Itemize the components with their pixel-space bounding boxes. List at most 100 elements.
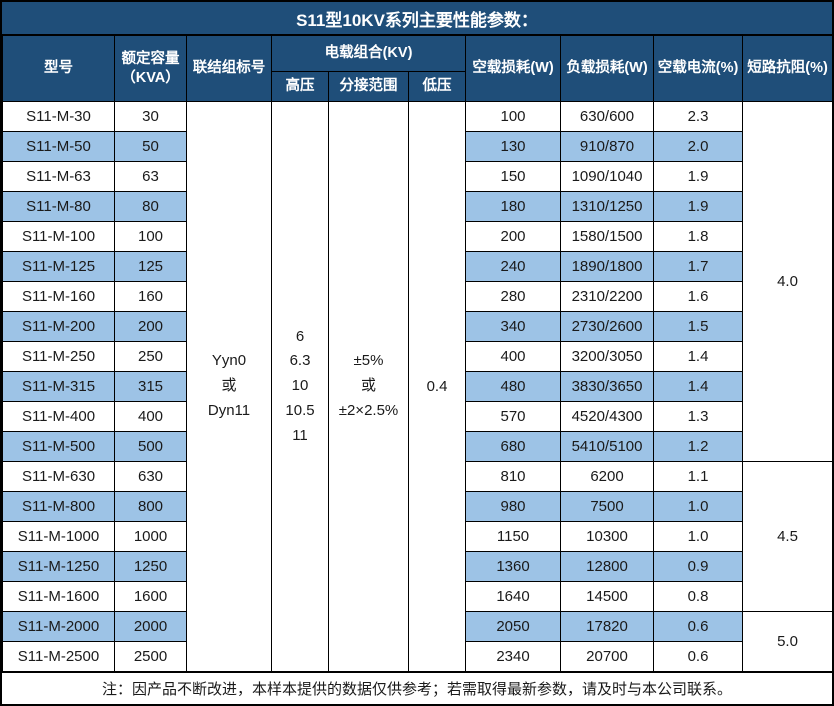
lv-cell: 0.4	[407, 101, 467, 672]
capacity-cell: 125	[114, 251, 187, 282]
no-load-current-cell: 1.4	[653, 371, 744, 402]
no-load-loss-cell: 240	[465, 251, 562, 282]
no-load-current-cell: 1.9	[653, 191, 744, 222]
col-header-hv: 高压	[271, 71, 329, 102]
col-header-combo-group: 电载组合(KV)	[270, 35, 467, 72]
load-loss-cell: 1310/1250	[560, 191, 655, 222]
model-cell: S11-M-160	[2, 281, 115, 312]
col-header-model: 型号	[2, 35, 115, 102]
table-row: S11-M-30 30 Yyn0 或 Dyn11 6 6.3 10 10.5 11 ±5…	[2, 101, 834, 672]
no-load-current-cell: 0.8	[653, 581, 744, 612]
col-header-tap-range: 分接范围	[328, 71, 409, 102]
table-row: S11-M-2000 2000 2050 17820 0.6 5.0	[2, 611, 834, 672]
table-row: S11-M-630 630 810 6200 1.1 4.5	[2, 461, 834, 612]
capacity-cell: 1600	[114, 581, 187, 612]
load-loss-cell: 14500	[560, 581, 655, 612]
capacity-cell: 160	[114, 281, 187, 312]
col-header-load-loss: 负载损耗(W)	[560, 35, 655, 102]
capacity-cell: 400	[114, 401, 187, 432]
no-load-loss-cell: 2340	[465, 641, 562, 672]
table-row: S11-M-50 50 130 910/870 2.0	[2, 131, 833, 162]
capacity-cell: 63	[114, 161, 187, 192]
capacity-cell: 250	[114, 341, 187, 372]
no-load-current-cell: 1.4	[653, 341, 744, 372]
load-loss-cell: 1580/1500	[560, 221, 655, 252]
model-cell: S11-M-1250	[2, 551, 115, 582]
model-cell: S11-M-50	[2, 131, 115, 162]
model-cell: S11-M-500	[2, 431, 115, 462]
capacity-cell: 500	[114, 431, 187, 462]
header-row-1: 型号 额定容量 （KVA） 联结组标号 电载组合(KV) 空载损耗(W) 负载损…	[2, 35, 834, 102]
no-load-loss-cell: 1360	[465, 551, 562, 582]
load-loss-cell: 2310/2200	[560, 281, 655, 312]
no-load-current-cell: 2.3	[653, 101, 744, 132]
hv-cell: 6 6.3 10 10.5 11	[271, 101, 329, 672]
table-row: S11-M-2500 2500 2340 20700 0.6	[2, 641, 833, 672]
no-load-current-cell: 1.1	[653, 461, 744, 492]
model-cell: S11-M-630	[2, 461, 115, 492]
impedance-cell: 4.0	[742, 101, 834, 462]
col-header-no-load-current: 空载电流(%)	[653, 35, 744, 102]
load-loss-cell: 1890/1800	[560, 251, 655, 282]
table-row: S11-M-80 80 180 1310/1250 1.9	[2, 191, 833, 222]
no-load-loss-cell: 480	[465, 371, 562, 402]
table-row: S11-M-500 500 680 5410/5100 1.2	[2, 431, 833, 462]
model-cell: S11-M-2000	[2, 611, 115, 642]
no-load-current-cell: 0.6	[653, 641, 744, 672]
footer-note: 注：因产品不断改进，本样本提供的数据仅供参考；若需取得最新参数，请及时与本公司联…	[2, 672, 832, 704]
tap-range-cell: ±5% 或 ±2×2.5%	[328, 101, 409, 672]
capacity-cell: 200	[114, 311, 187, 342]
load-loss-cell: 12800	[560, 551, 655, 582]
model-cell: S11-M-100	[2, 221, 115, 252]
model-cell: S11-M-200	[2, 311, 115, 342]
table-row: S11-M-1250 1250 1360 12800 0.9	[2, 551, 833, 582]
col-header-lv: 低压	[407, 71, 467, 102]
capacity-cell: 30	[114, 101, 187, 132]
no-load-loss-cell: 280	[465, 281, 562, 312]
no-load-loss-cell: 980	[465, 491, 562, 522]
table-row: S11-M-125 125 240 1890/1800 1.7	[2, 251, 833, 282]
load-loss-cell: 10300	[560, 521, 655, 552]
load-loss-cell: 2730/2600	[560, 311, 655, 342]
table-row: S11-M-160 160 280 2310/2200 1.6	[2, 281, 833, 312]
table-row: S11-M-200 200 340 2730/2600 1.5	[2, 311, 833, 342]
model-cell: S11-M-800	[2, 491, 115, 522]
no-load-loss-cell: 810	[465, 461, 562, 492]
col-header-connection: 联结组标号	[186, 35, 272, 102]
model-cell: S11-M-63	[2, 161, 115, 192]
col-header-impedance: 短路抗阻(%)	[742, 35, 834, 102]
no-load-current-cell: 1.5	[653, 311, 744, 342]
load-loss-cell: 1090/1040	[560, 161, 655, 192]
no-load-loss-cell: 1150	[465, 521, 562, 552]
impedance-cell: 4.5	[742, 461, 834, 612]
capacity-cell: 1000	[114, 521, 187, 552]
header-row-2: 高压 分接范围 低压	[3, 71, 833, 102]
model-cell: S11-M-2500	[2, 641, 115, 672]
load-loss-cell: 3830/3650	[560, 371, 655, 402]
model-cell: S11-M-400	[2, 401, 115, 432]
no-load-current-cell: 0.9	[653, 551, 744, 582]
model-cell: S11-M-315	[2, 371, 115, 402]
no-load-current-cell: 1.9	[653, 161, 744, 192]
impedance-cell: 5.0	[742, 611, 834, 672]
table-body: S11-M-30 30 Yyn0 或 Dyn11 6 6.3 10 10.5 11 ±5…	[2, 101, 834, 672]
no-load-current-cell: 1.7	[653, 251, 744, 282]
model-cell: S11-M-80	[2, 191, 115, 222]
table-row: S11-M-1000 1000 1150 10300 1.0	[2, 521, 833, 552]
no-load-current-cell: 1.6	[653, 281, 744, 312]
table-row: S11-M-63 63 150 1090/1040 1.9	[2, 161, 833, 192]
capacity-cell: 80	[114, 191, 187, 222]
model-cell: S11-M-125	[2, 251, 115, 282]
table-row: S11-M-100 100 200 1580/1500 1.8	[2, 221, 833, 252]
capacity-cell: 315	[114, 371, 187, 402]
no-load-current-cell: 1.2	[653, 431, 744, 462]
model-cell: S11-M-1600	[2, 581, 115, 612]
capacity-cell: 2500	[114, 641, 187, 672]
table-row: S11-M-315 315 480 3830/3650 1.4	[2, 371, 833, 402]
no-load-loss-cell: 150	[465, 161, 562, 192]
capacity-cell: 800	[114, 491, 187, 522]
no-load-loss-cell: 570	[465, 401, 562, 432]
no-load-current-cell: 1.0	[653, 491, 744, 522]
no-load-loss-cell: 100	[465, 101, 562, 132]
no-load-loss-cell: 1640	[465, 581, 562, 612]
